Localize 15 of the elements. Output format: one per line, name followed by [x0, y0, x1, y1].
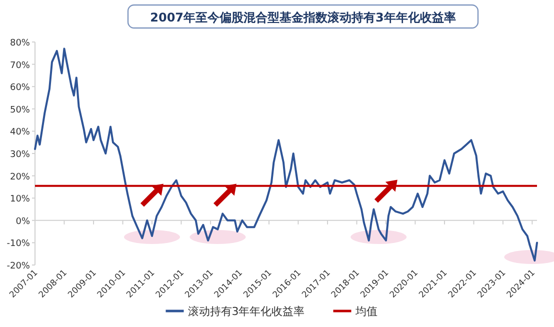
y-tick-label: 0%	[16, 216, 30, 227]
y-tick-label: 60%	[10, 83, 30, 94]
y-tick-label: 50%	[10, 105, 30, 116]
legend-label: 滚动持有3年年化收益率	[188, 305, 305, 318]
y-tick-label: 70%	[10, 60, 30, 71]
y-tick-label: 80%	[10, 38, 30, 48]
y-tick-label: 40%	[10, 128, 30, 138]
y-tick-label: 10%	[10, 194, 30, 205]
line-series	[34, 48, 538, 262]
y-tick-label: -20%	[6, 262, 30, 272]
y-tick-label: 20%	[10, 172, 30, 182]
y-tick-label: -10%	[6, 239, 30, 250]
y-tick-label: 30%	[10, 150, 30, 160]
legend-label: 均值	[354, 305, 378, 318]
chart-title: 2007年至今偏股混合型基金指数滚动持有3年年化收益率	[150, 10, 456, 24]
